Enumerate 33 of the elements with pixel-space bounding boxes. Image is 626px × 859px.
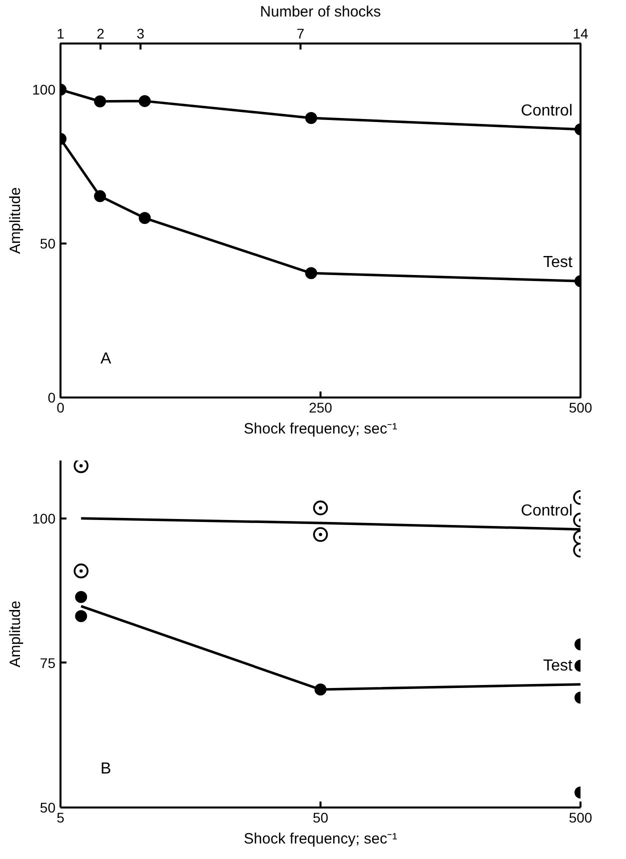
x-tick-label: 500 [568, 400, 592, 416]
point [305, 267, 318, 280]
x2-tick-label: 3 [136, 26, 145, 42]
x2-axis-title: Number of shocks [260, 4, 381, 20]
series-label: Control [520, 502, 572, 520]
x-tick-label: 50 [312, 810, 328, 826]
y-tick-label: 75 [40, 654, 56, 671]
x-tick-label: 5 [56, 810, 65, 826]
y-axis-title: Amplitude [7, 600, 24, 668]
point [94, 95, 106, 108]
series-label: Test [543, 657, 574, 674]
annotation: B [100, 760, 112, 778]
y-tick-label: 100 [32, 510, 56, 526]
x-axis-title: Shock frequency; sec⁻¹ [244, 830, 398, 848]
x-tick-label: 500 [568, 810, 592, 826]
series-label: Test [543, 254, 574, 272]
point [138, 95, 151, 108]
y-axis-title: Amplitude [7, 187, 24, 254]
y-tick-label: 50 [40, 800, 56, 816]
point [94, 190, 106, 202]
point [305, 112, 318, 124]
x2-tick-label: 1 [56, 26, 65, 42]
y-tick-label: 50 [40, 236, 56, 252]
y-tick-label: 0 [48, 390, 56, 406]
x2-tick-label: 7 [296, 26, 305, 42]
x-axis-title: Shock frequency; sec⁻¹ [244, 420, 398, 438]
x2-tick-label: 14 [572, 26, 588, 42]
y-tick-label: 100 [32, 82, 56, 98]
x2-tick-label: 2 [96, 26, 105, 42]
series-label: Control [520, 102, 572, 120]
x-tick-label: 250 [308, 400, 332, 416]
point [138, 212, 151, 224]
annotation: A [100, 350, 112, 368]
